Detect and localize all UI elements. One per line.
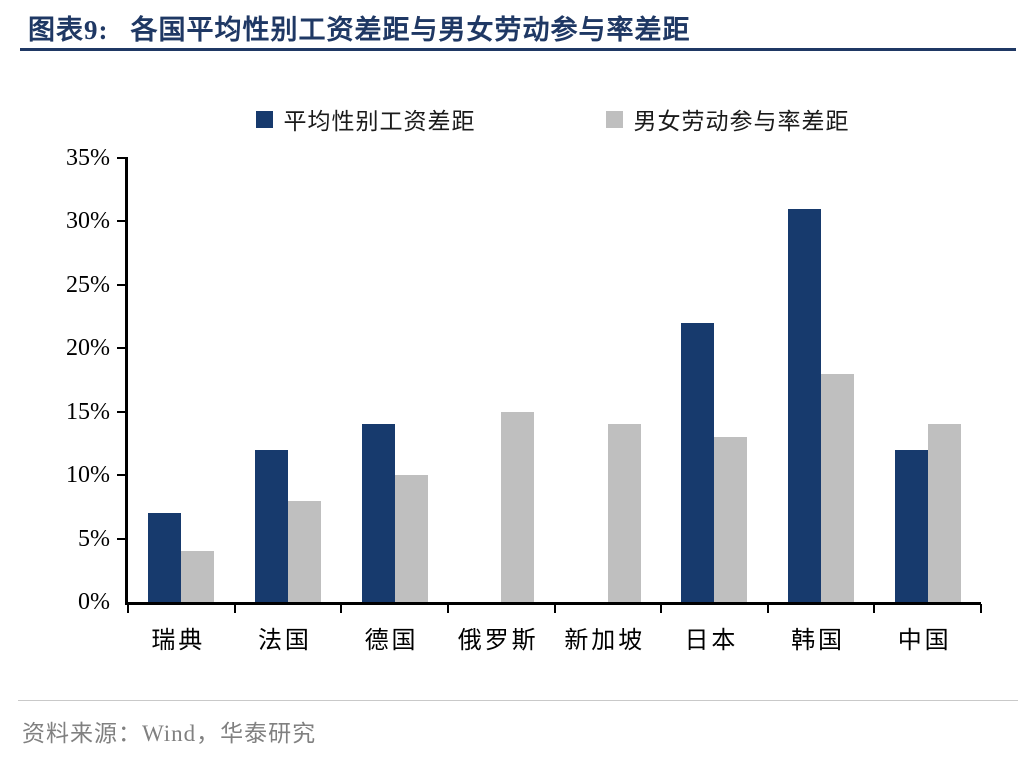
y-axis-tick: [117, 410, 128, 413]
legend-swatch-wage-gap: [255, 110, 273, 128]
bar-group-6: [661, 158, 768, 602]
participation-gap-bar: [287, 500, 321, 602]
x-axis-label: 中国: [897, 628, 952, 654]
x-axis-label: 新加坡: [564, 628, 646, 654]
legend-label-participation-gap: 男女劳动参与率差距: [633, 109, 850, 134]
chart-legend: 平均性别工资差距 男女劳动参与率差距: [125, 102, 980, 136]
bar-group-5: [555, 158, 662, 602]
source-text: 资料来源：Wind，华泰研究: [22, 721, 317, 746]
bar-group-3: [341, 158, 448, 602]
plot-area: [117, 157, 982, 613]
figure-header: 图表9: 各国平均性别工资差距与男女劳动参与率差距: [28, 8, 691, 47]
y-axis-tick: [117, 220, 128, 223]
legend-item-wage-gap: 平均性别工资差距: [255, 102, 476, 136]
wage-gap-bar: [148, 513, 182, 602]
bar-group-7: [768, 158, 875, 602]
x-axis-tick: [446, 604, 449, 613]
legend-swatch-participation-gap: [605, 110, 623, 128]
x-axis-label: 韩国: [791, 628, 846, 654]
x-axis-label: 日本: [684, 628, 739, 654]
participation-gap-bar: [714, 437, 748, 602]
participation-gap-bar: [821, 373, 855, 602]
bar-group-4: [448, 158, 555, 602]
wage-gap-bar: [894, 449, 928, 602]
y-axis-tick: [117, 537, 128, 540]
participation-gap-bar: [501, 411, 535, 602]
bar-group-2: [235, 158, 342, 602]
figure-number: 图表9:: [28, 15, 109, 45]
y-axis-tick-label: 15%: [66, 398, 110, 425]
participation-gap-bar: [607, 424, 641, 602]
y-axis: 35% 30% 25% 20% 15% 10% 5% 0%: [0, 0, 110, 760]
y-axis-tick: [117, 474, 128, 477]
x-axis-tick: [980, 604, 982, 613]
x-axis: 瑞典 法国 德国 俄罗斯 新加坡 日本 韩国 中国: [125, 620, 978, 655]
y-axis-tick-label: 5%: [78, 525, 110, 552]
x-axis-tick: [873, 604, 876, 613]
bar-groups: [128, 158, 981, 602]
x-axis-tick: [553, 604, 556, 613]
x-axis-label: 瑞典: [151, 628, 206, 654]
x-axis-tick: [127, 604, 129, 613]
y-axis-tick-label: 0%: [78, 589, 110, 615]
y-axis-tick-label: 35%: [66, 145, 110, 171]
participation-gap-bar: [394, 475, 428, 602]
x-axis-tick: [233, 604, 236, 613]
footer-divider: [18, 700, 1018, 701]
bar-group-8: [874, 158, 981, 602]
x-axis-label: 德国: [364, 628, 419, 654]
x-axis-tick: [660, 604, 663, 613]
wage-gap-bar: [788, 208, 822, 602]
wage-gap-bar: [361, 424, 395, 602]
figure-title: 各国平均性别工资差距与男女劳动参与率差距: [130, 15, 691, 45]
legend-item-participation-gap: 男女劳动参与率差距: [605, 102, 850, 136]
wage-gap-bar: [681, 322, 715, 602]
y-axis-tick: [117, 347, 128, 350]
y-axis-tick: [117, 283, 128, 286]
participation-gap-bar: [181, 551, 215, 602]
participation-gap-bar: [927, 424, 961, 602]
y-axis-tick-label: 30%: [66, 208, 110, 235]
x-axis-tick: [766, 604, 769, 613]
wage-gap-bar: [254, 449, 288, 602]
legend-label-wage-gap: 平均性别工资差距: [283, 109, 476, 134]
y-axis-tick-label: 10%: [66, 462, 110, 489]
bar-group-1: [128, 158, 235, 602]
x-axis-label: 法国: [257, 628, 312, 654]
y-axis-tick: [117, 157, 128, 159]
title-divider: [20, 48, 1016, 51]
y-axis-tick-label: 25%: [66, 271, 110, 298]
y-axis-tick-label: 20%: [66, 335, 110, 362]
x-axis-tick: [340, 604, 343, 613]
x-axis-label: 俄罗斯: [457, 628, 539, 654]
